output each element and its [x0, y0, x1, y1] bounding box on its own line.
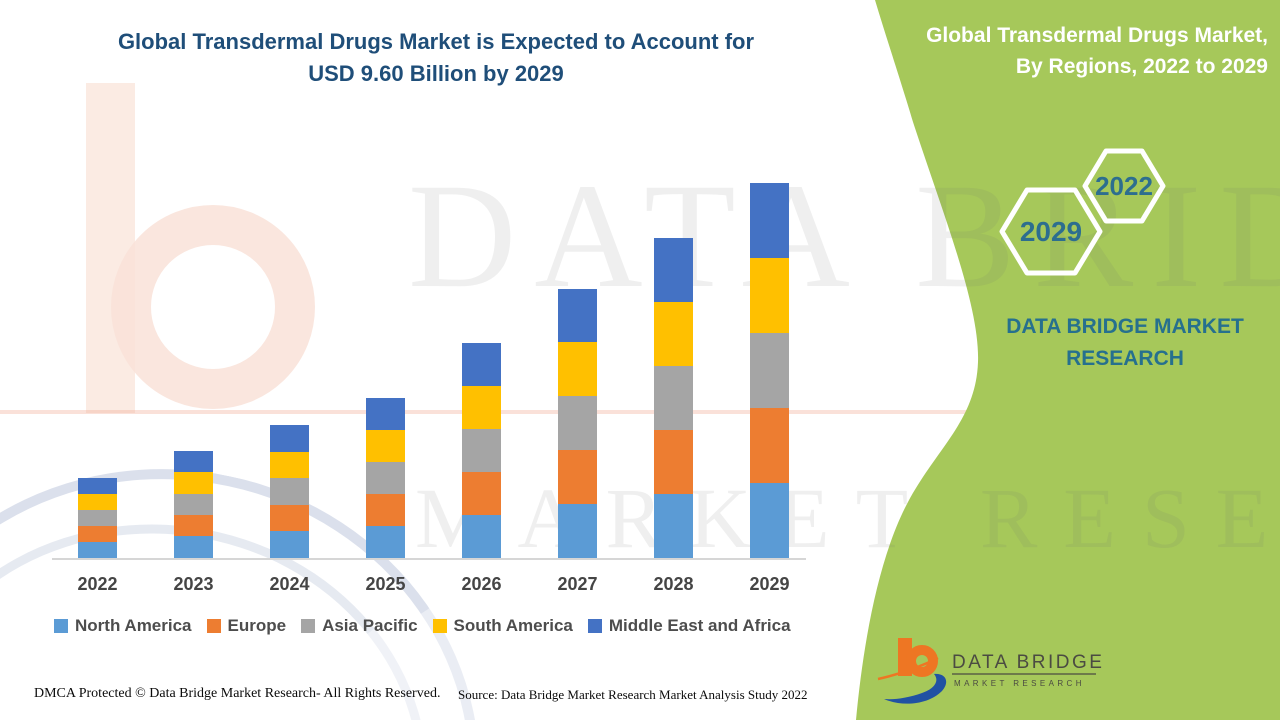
bar-segment-south-america — [654, 301, 693, 366]
bar-segment-north-america — [174, 536, 213, 558]
bar-segment-south-america — [174, 472, 213, 494]
hexagon-label-2029: 2029 — [1020, 216, 1082, 247]
logo-blue-swoosh — [884, 673, 947, 704]
bar-segment-south-america — [462, 386, 501, 430]
legend-item-north-america: North America — [54, 616, 192, 636]
bar-segment-europe — [750, 408, 789, 483]
bar-2022 — [78, 477, 117, 558]
bar-segment-north-america — [366, 525, 405, 558]
bar-segment-middle-east-and-africa — [654, 237, 693, 302]
bar-segment-europe — [558, 450, 597, 505]
x-label-2027: 2027 — [557, 574, 598, 594]
bar-segment-north-america — [750, 483, 789, 558]
hexagon-label-2022: 2022 — [1095, 171, 1153, 201]
legend-item-asia-pacific: Asia Pacific — [301, 616, 418, 636]
bar-segment-middle-east-and-africa — [558, 288, 597, 343]
logo-b-bowl — [906, 645, 938, 677]
x-axis-line — [52, 558, 806, 560]
x-label-2029: 2029 — [749, 574, 790, 594]
bar-segment-europe — [78, 525, 117, 542]
bar-segment-north-america — [558, 504, 597, 558]
bar-segment-south-america — [78, 493, 117, 510]
bar-segment-south-america — [366, 429, 405, 462]
bar-segment-middle-east-and-africa — [270, 425, 309, 452]
x-label-2023: 2023 — [173, 574, 214, 594]
bar-segment-asia-pacific — [558, 396, 597, 451]
dmca-text: DMCA Protected © Data Bridge Market Rese… — [34, 686, 441, 701]
legend-swatch-north-america — [54, 619, 68, 633]
hexagon-badge-2029: 2029 — [999, 187, 1103, 276]
legend-label-middle-east-and-africa: Middle East and Africa — [608, 616, 791, 635]
legend-label-europe: Europe — [227, 616, 287, 635]
side-panel-title-line1: Global Transdermal Drugs Market, — [926, 24, 1268, 47]
bar-2024 — [270, 425, 309, 558]
side-panel-title: Global Transdermal Drugs Market, By Regi… — [926, 20, 1268, 82]
bar-segment-asia-pacific — [750, 333, 789, 408]
bar-segment-north-america — [654, 493, 693, 558]
legend-label-asia-pacific: Asia Pacific — [322, 616, 418, 635]
bar-segment-asia-pacific — [462, 429, 501, 473]
bar-segment-europe — [366, 493, 405, 526]
side-panel-title-line2: By Regions, 2022 to 2029 — [1015, 55, 1268, 78]
bar-segment-middle-east-and-africa — [78, 477, 117, 494]
x-label-2022: 2022 — [77, 574, 118, 594]
x-label-2026: 2026 — [461, 574, 502, 594]
legend-item-south-america: South America — [432, 616, 573, 636]
bar-segment-north-america — [270, 531, 309, 558]
brand-wordmark: DATA BRIDGE MARKET RESEARCH — [962, 311, 1280, 375]
brand-wordmark-line1: DATA BRIDGE MARKET — [1006, 315, 1244, 338]
bar-segment-europe — [462, 472, 501, 516]
logo-name-text: DATA BRIDGE — [952, 652, 1104, 673]
bar-segment-asia-pacific — [78, 509, 117, 526]
bar-segment-north-america — [78, 541, 117, 558]
bar-segment-europe — [270, 504, 309, 532]
hexagon-badge-2022: 2022 — [1082, 148, 1166, 224]
bar-2029 — [750, 183, 789, 558]
bar-segment-asia-pacific — [366, 461, 405, 494]
legend-item-europe: Europe — [206, 616, 287, 636]
chart-title-line2: USD 9.60 Billion by 2029 — [308, 61, 564, 86]
bar-segment-middle-east-and-africa — [174, 450, 213, 473]
legend-swatch-europe — [206, 619, 221, 633]
bar-2023 — [174, 450, 213, 558]
bar-2028 — [654, 237, 693, 558]
bar-segment-middle-east-and-africa — [366, 397, 405, 430]
bar-segment-south-america — [750, 258, 789, 333]
bar-segment-south-america — [558, 342, 597, 397]
legend-label-south-america: South America — [453, 616, 573, 635]
x-label-2025: 2025 — [365, 574, 406, 594]
x-label-2024: 2024 — [269, 574, 310, 594]
bar-segment-asia-pacific — [174, 493, 213, 515]
legend-swatch-asia-pacific — [301, 619, 316, 633]
bar-segment-europe — [174, 515, 213, 537]
bar-2026 — [462, 343, 501, 559]
legend-swatch-south-america — [432, 619, 447, 633]
bar-2025 — [366, 397, 405, 558]
logo-sub-text: MARKET RESEARCH — [954, 679, 1085, 688]
bar-segment-middle-east-and-africa — [462, 343, 501, 387]
bar-segment-asia-pacific — [270, 478, 309, 505]
company-logo: DATA BRIDGE MARKET RESEARCH — [877, 638, 1104, 704]
legend-swatch-middle-east-and-africa — [587, 619, 602, 633]
chart-title-line1: Global Transdermal Drugs Market is Expec… — [117, 29, 755, 54]
bar-segment-asia-pacific — [654, 365, 693, 430]
chart-title: Global Transdermal Drugs Market is Expec… — [36, 26, 836, 90]
bar-segment-europe — [654, 429, 693, 494]
bar-segment-middle-east-and-africa — [750, 183, 789, 258]
bar-2027 — [558, 288, 597, 559]
brand-wordmark-line2: RESEARCH — [1066, 347, 1184, 370]
bar-segment-north-america — [462, 515, 501, 559]
bar-segment-south-america — [270, 451, 309, 479]
legend-label-north-america: North America — [75, 616, 192, 635]
legend-item-middle-east-and-africa: Middle East and Africa — [587, 616, 791, 636]
chart-legend: North America Europe Asia Pacific South Ame… — [54, 616, 791, 636]
source-text: Source: Data Bridge Market Research Mark… — [458, 687, 808, 702]
x-label-2028: 2028 — [653, 574, 694, 594]
